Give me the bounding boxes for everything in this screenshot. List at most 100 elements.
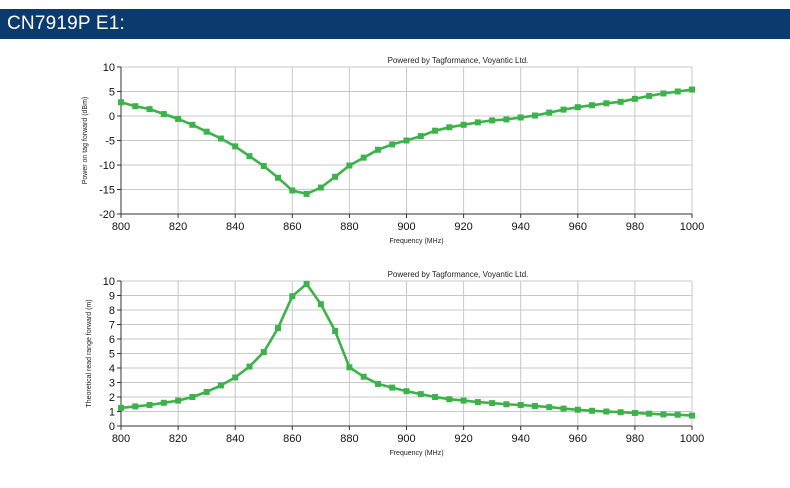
x-tick-label: 840 — [226, 221, 244, 233]
data-point — [189, 394, 196, 400]
data-point — [160, 111, 167, 118]
data-point — [617, 98, 624, 105]
x-tick-label: 940 — [512, 433, 530, 445]
data-point — [689, 412, 695, 419]
x-tick-label: 980 — [626, 221, 644, 233]
y-tick-label: 4 — [109, 363, 115, 375]
data-point — [175, 397, 182, 404]
data-point — [417, 133, 424, 140]
data-point — [246, 153, 253, 160]
chart-read-range: 800 820 840 860 880 900 920 940 960 980 1000 0 1 2 3 4 5… — [86, 270, 704, 457]
data-point — [546, 404, 553, 411]
title-bar: CN7919P E1: — [0, 9, 790, 39]
x-tick-label: 900 — [397, 221, 415, 233]
data-point — [189, 121, 196, 128]
data-point — [589, 102, 596, 109]
data-point — [203, 128, 210, 135]
data-point — [503, 401, 510, 408]
data-point — [603, 408, 610, 415]
data-point — [631, 409, 638, 416]
x-tick-label: 840 — [226, 433, 244, 445]
y-tick-label: 7 — [109, 320, 115, 332]
data-point — [217, 135, 224, 142]
data-point — [275, 325, 282, 332]
data-point — [531, 402, 538, 409]
data-point — [260, 162, 267, 169]
data-point — [217, 382, 224, 389]
y-axis-label: Power on tag forward (dBm) — [82, 97, 89, 185]
data-point — [317, 184, 324, 191]
data-point — [689, 86, 695, 93]
x-tick-label: 860 — [283, 221, 301, 233]
data-point — [560, 106, 567, 113]
y-tick-label: 6 — [109, 334, 115, 346]
x-tick-label: 800 — [112, 221, 130, 233]
chart-annotation: Powered by Tagformance, Voyantic Ltd. — [388, 56, 529, 65]
data-point — [660, 90, 667, 97]
data-point — [303, 280, 310, 287]
data-point — [517, 401, 524, 408]
data-point — [574, 104, 581, 111]
x-tick-label: 860 — [283, 433, 301, 445]
data-point — [432, 127, 439, 134]
data-point — [260, 349, 267, 356]
x-tick-label: 880 — [340, 433, 358, 445]
data-point — [674, 411, 681, 418]
data-point — [460, 121, 467, 128]
y-axis-label: Theoretical read range forward (m) — [86, 299, 93, 407]
data-point — [160, 399, 167, 406]
data-point — [232, 374, 239, 381]
y-tick-label: 3 — [109, 378, 115, 390]
data-point — [346, 364, 353, 371]
data-point — [332, 173, 339, 180]
data-point — [631, 95, 638, 102]
x-axis-label: Frequency (MHz) — [389, 450, 443, 457]
y-tick-label: -15 — [99, 185, 115, 197]
y-tick-label: 0 — [109, 111, 115, 123]
data-point — [460, 397, 467, 404]
x-tick-label: 800 — [112, 433, 130, 445]
y-tick-label: 0 — [109, 421, 115, 433]
x-tick-label: 960 — [569, 433, 587, 445]
data-point — [374, 380, 381, 387]
y-tick-label: 5 — [109, 87, 115, 99]
data-point — [417, 391, 424, 398]
data-point — [275, 174, 282, 181]
x-tick-label: 820 — [169, 433, 187, 445]
data-point — [674, 88, 681, 95]
page-title: CN7919P E1: — [7, 13, 126, 34]
data-point — [289, 187, 296, 194]
data-point — [118, 99, 124, 106]
data-point — [517, 114, 524, 121]
x-tick-label: 1000 — [680, 433, 704, 445]
data-point — [389, 141, 396, 148]
data-point — [389, 384, 396, 391]
data-point — [531, 112, 538, 119]
data-point — [574, 406, 581, 413]
x-tick-label: 880 — [340, 221, 358, 233]
chart-power-forward: 800 820 840 860 880 900 920 940 960 980 1000 -20 -15… — [82, 56, 704, 245]
x-tick-label: 940 — [512, 221, 530, 233]
data-point — [374, 146, 381, 153]
data-point — [146, 401, 153, 408]
data-point — [589, 407, 596, 414]
data-point — [232, 143, 239, 150]
chart-annotation: Powered by Tagformance, Voyantic Ltd. — [388, 270, 529, 279]
x-tick-label: 900 — [397, 433, 415, 445]
data-point — [303, 190, 310, 197]
data-point — [360, 373, 367, 380]
y-tick-label: -20 — [99, 209, 115, 221]
data-point — [474, 119, 481, 126]
data-point — [289, 293, 296, 300]
y-tick-label: 2 — [109, 392, 115, 404]
data-point — [646, 92, 653, 99]
x-tick-label: 820 — [169, 221, 187, 233]
y-tick-label: 9 — [109, 291, 115, 303]
y-tick-label: 5 — [109, 349, 115, 361]
data-point — [446, 124, 453, 131]
data-point — [132, 103, 139, 110]
data-point — [489, 400, 496, 407]
y-tick-label: -10 — [99, 160, 115, 172]
data-point — [203, 388, 210, 395]
